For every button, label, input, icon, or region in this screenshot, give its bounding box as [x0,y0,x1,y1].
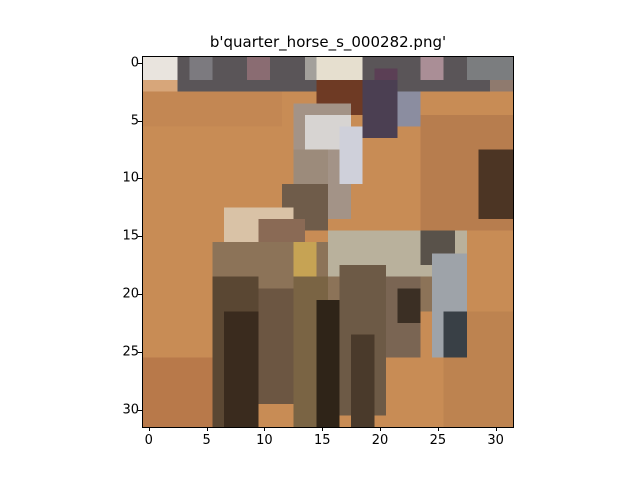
figure-title: b'quarter_horse_s_000282.png' [209,33,447,51]
x-tick-mark [437,427,439,431]
y-tick-mark [138,62,142,64]
y-tick-mark [138,236,142,238]
y-tick-label: 30 [122,402,139,418]
x-tick-mark [206,427,208,431]
x-tick-label: 5 [202,433,211,448]
x-tick-label: 0 [144,433,153,448]
x-tick-mark [495,427,497,431]
x-tick-mark [380,427,382,431]
x-tick-label: 10 [256,433,273,448]
x-tick-label: 15 [313,433,331,448]
y-tick-mark [138,351,142,353]
x-tick-mark [264,427,266,431]
y-tick-label: 0 [130,55,139,71]
x-tick-label: 20 [371,433,389,448]
y-tick-label: 25 [122,344,139,360]
image-display [143,57,513,427]
y-tick-label: 10 [122,170,139,186]
y-tick-mark [138,294,142,296]
y-tick-label: 20 [122,286,139,302]
x-tick-mark [322,427,324,431]
y-tick-mark [138,409,142,411]
y-tick-mark [138,178,142,180]
plot-area: 0 5 10 15 20 25 30 0 5 10 15 20 25 30 [122,55,514,448]
y-tick-mark [138,120,142,122]
y-tick-label: 15 [122,228,139,244]
pixel-image [143,57,513,427]
y-tick-label: 5 [130,113,139,129]
x-tick-label: 30 [487,433,504,448]
x-tick-label: 25 [429,433,447,448]
x-tick-mark [148,427,150,431]
